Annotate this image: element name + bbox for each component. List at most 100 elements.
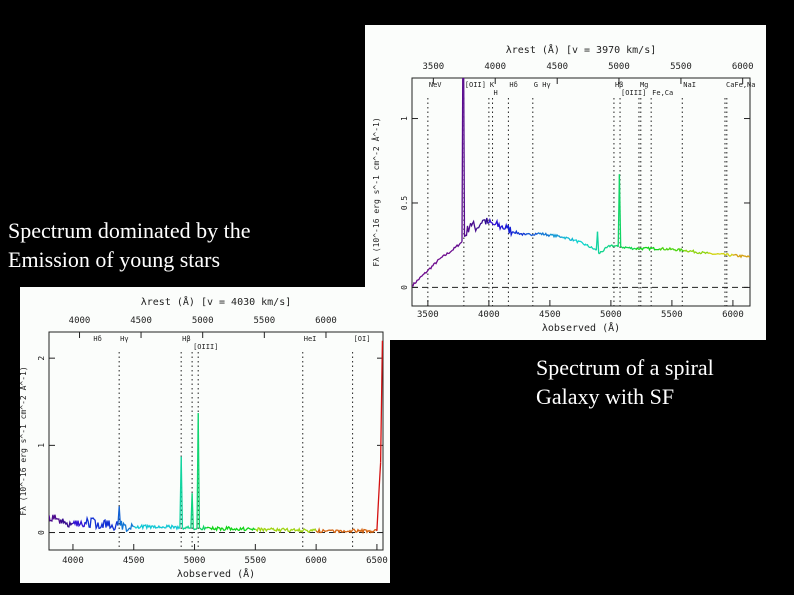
spectral-line-label: [OII] [465, 81, 486, 89]
spectrum-segment [549, 233, 563, 239]
x-tick-label: 4500 [539, 310, 561, 320]
spectrum-segment [537, 231, 551, 238]
caption-line: Spectrum dominated by the [8, 218, 251, 243]
top-tick-label: 6000 [732, 62, 754, 72]
spectrum-segment [118, 506, 122, 526]
spectral-line-label: Hδ [509, 81, 517, 89]
top-tick-label: 5000 [192, 316, 214, 326]
spectrum-segment [181, 525, 192, 531]
y-tick-label: 1 [37, 443, 46, 448]
caption-spiral: Spectrum of a spiral Galaxy with SF [536, 353, 714, 411]
caption-young-stars: Spectrum dominated by the Emission of yo… [8, 216, 251, 274]
spectrum-segment [191, 493, 194, 529]
x-tick-label: 4500 [123, 556, 145, 566]
y-tick-label: 0 [37, 530, 46, 535]
spectral-line-label: HeI [304, 335, 317, 343]
top-tick-label: 5500 [670, 62, 692, 72]
spectrum-segment [452, 241, 463, 251]
spectrum-segment [463, 78, 466, 237]
spectrum-segment [376, 462, 382, 531]
spectrum-segment [732, 253, 750, 259]
spectrum-segment [598, 244, 612, 255]
caption-line: Galaxy with SF [536, 384, 675, 409]
spectrum-segment [488, 217, 496, 226]
spectrum-segment [574, 239, 587, 246]
x-tick-label: 4000 [478, 310, 500, 320]
spectrum-segment [427, 258, 441, 271]
spectral-line-label: [OI] [354, 335, 371, 343]
chart-title: λrest (Å) [v = 4030 km/s] [141, 295, 292, 308]
spectral-line-label: H [494, 89, 498, 97]
spectral-line-label: Hγ [120, 335, 128, 343]
y-tick-label: 0 [400, 285, 409, 290]
caption-box: Spectrum of a spiral Galaxy with SF [428, 343, 794, 595]
spectrum-segment [500, 222, 508, 230]
spectral-line-label: [OIII] [621, 89, 646, 97]
x-tick-label: 5500 [661, 310, 683, 320]
spectrum-segment [72, 519, 86, 528]
caption-line: Spectrum of a spiral [536, 355, 714, 380]
top-tick-label: 4500 [130, 316, 152, 326]
spectrum-segment [84, 515, 119, 532]
spectrum-segment [596, 231, 600, 254]
spectral-line-label: NeV [429, 81, 442, 89]
top-tick-label: 4000 [69, 316, 91, 326]
spectrum-segment [620, 246, 636, 251]
spectrum-segment [659, 246, 685, 253]
spectrum-segment [197, 413, 201, 529]
spectral-line-label: Mg [640, 81, 648, 89]
top-tick-label: 6000 [315, 316, 337, 326]
spectrum-segment [708, 252, 734, 257]
spectrum-segment [206, 525, 256, 532]
x-tick-label: 5000 [600, 310, 622, 320]
spectrum-segment [463, 223, 472, 238]
x-tick-label: 6000 [305, 556, 327, 566]
spectral-line-label: Hβ [615, 81, 623, 89]
top-tick-label: 5000 [608, 62, 630, 72]
spectral-line-label: NaI [683, 81, 696, 89]
x-tick-label: 6500 [366, 556, 388, 566]
spectrum-segment [494, 218, 502, 231]
caption-line: Emission of young stars [8, 247, 221, 272]
spectral-line-label: K [490, 81, 495, 89]
top-tick-label: 3500 [423, 62, 445, 72]
spectral-line-label: G Hγ [534, 81, 551, 89]
x-tick-label: 4000 [62, 556, 84, 566]
x-tick-label: 3500 [417, 310, 439, 320]
spectral-line-label: Hβ [182, 335, 190, 343]
spectrum-segment [618, 174, 622, 247]
top-tick-label: 4000 [484, 62, 506, 72]
spectrum-segment [254, 526, 317, 533]
spectrum-segment [119, 520, 134, 533]
spectrum-segment [506, 224, 514, 238]
x-tick-label: 6000 [722, 310, 744, 320]
spectrum-segment [49, 514, 62, 524]
spectrum-segment [482, 217, 489, 225]
top-tick-label: 5500 [253, 316, 275, 326]
spectrum-segment [512, 229, 527, 237]
plot-frame [48, 331, 384, 551]
spectral-line-label: [OIII] [193, 343, 218, 351]
y-tick-label: 2 [37, 356, 46, 361]
spectrum-segment [60, 518, 74, 528]
plot-frame [411, 77, 751, 307]
spectrum-segment [469, 219, 478, 234]
starburst-spectrum-figure: λrest (Å) [v = 3970 km/s] λobserved (Å) Fλ… [365, 25, 766, 340]
spectrum-segment [192, 527, 198, 531]
top-tick-label: 4500 [546, 62, 568, 72]
spectrum-segment [586, 243, 597, 251]
x-axis-label: λobserved (Å) [542, 321, 620, 334]
spectrum-segment [683, 249, 710, 255]
spectrum-segment [315, 527, 378, 535]
spectrum-segment [461, 78, 464, 242]
spectrum-segment [476, 219, 484, 229]
y-tick-label: 0.5 [400, 196, 409, 211]
spectrum-segment [634, 246, 661, 252]
chart-title: λrest (Å) [v = 3970 km/s] [506, 43, 657, 56]
spiral-spectrum-figure: λrest (Å) [v = 4030 km/s] λobserved (Å) Fλ… [17, 287, 390, 583]
spectral-line-label: CaFe,Na [726, 81, 756, 89]
spectrum-segment [610, 244, 619, 248]
x-tick-label: 5500 [244, 556, 266, 566]
spectrum-segment [439, 249, 453, 260]
x-tick-label: 5000 [184, 556, 206, 566]
